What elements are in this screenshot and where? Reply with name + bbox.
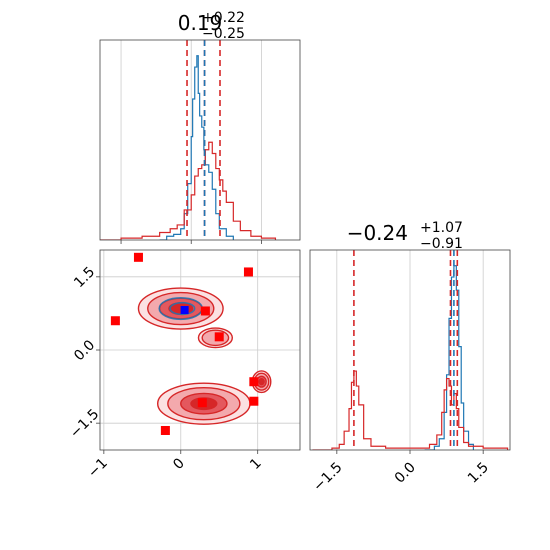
x-ticks bbox=[120, 240, 262, 244]
contour-level bbox=[258, 378, 265, 386]
y-tick-label: 0.0 bbox=[71, 337, 98, 364]
quantile-lines bbox=[353, 250, 459, 450]
x-tick-label: 1.5 bbox=[465, 460, 492, 487]
blue-marker bbox=[180, 306, 189, 314]
title-minus: −0.25 bbox=[202, 26, 245, 42]
y-tick-label: 1.5 bbox=[71, 264, 98, 291]
x-tick-label: 0.0 bbox=[392, 460, 419, 487]
histogram-step bbox=[100, 141, 277, 240]
panel-title: 0.19 bbox=[178, 11, 223, 35]
x-ticks: −1 0 1 bbox=[85, 450, 265, 481]
markers bbox=[110, 252, 259, 435]
y-ticks: −1.5 0.0 1.5 bbox=[67, 264, 102, 442]
x-tick-label: −1 bbox=[85, 455, 111, 481]
title-plus: +1.07 bbox=[420, 220, 463, 236]
panel-title: −0.24 bbox=[347, 221, 408, 245]
axes-frame bbox=[99, 39, 301, 241]
x-tick-label: 1 bbox=[247, 455, 265, 473]
quantile-lines bbox=[186, 40, 221, 240]
panel-top-left: 0.19 +0.22 −0.25 bbox=[99, 10, 301, 244]
red-marker bbox=[249, 396, 259, 406]
panel-bottom-right: −1.5 0.0 1.5 −0.24 +1.07 −0.91 bbox=[309, 220, 511, 495]
grid-lines bbox=[336, 250, 484, 450]
red-marker bbox=[110, 316, 120, 326]
histogram-step bbox=[424, 265, 475, 450]
panel-bottom-left: −1 0 1 −1.5 0.0 1.5 bbox=[67, 249, 301, 481]
red-marker bbox=[200, 306, 210, 316]
red-marker bbox=[160, 425, 170, 435]
title-value: −0.24 bbox=[347, 221, 408, 245]
y-tick-label: −1.5 bbox=[67, 406, 102, 441]
red-marker bbox=[214, 332, 224, 342]
title-plus: +0.22 bbox=[202, 10, 245, 26]
x-tick-label: −1.5 bbox=[310, 460, 345, 495]
red-marker bbox=[243, 267, 253, 277]
histogram-step bbox=[159, 55, 234, 240]
histograms bbox=[100, 55, 277, 240]
title-value: 0.19 bbox=[178, 11, 223, 35]
red-marker bbox=[133, 252, 143, 262]
blue-contour bbox=[169, 301, 196, 316]
x-ticks: −1.5 0.0 1.5 bbox=[310, 450, 492, 495]
red-marker bbox=[249, 377, 259, 387]
histograms bbox=[312, 265, 509, 450]
red-marker bbox=[197, 398, 207, 408]
title-minus: −0.91 bbox=[420, 236, 463, 252]
x-tick-label: 0 bbox=[170, 455, 188, 473]
histogram-step bbox=[312, 370, 509, 450]
